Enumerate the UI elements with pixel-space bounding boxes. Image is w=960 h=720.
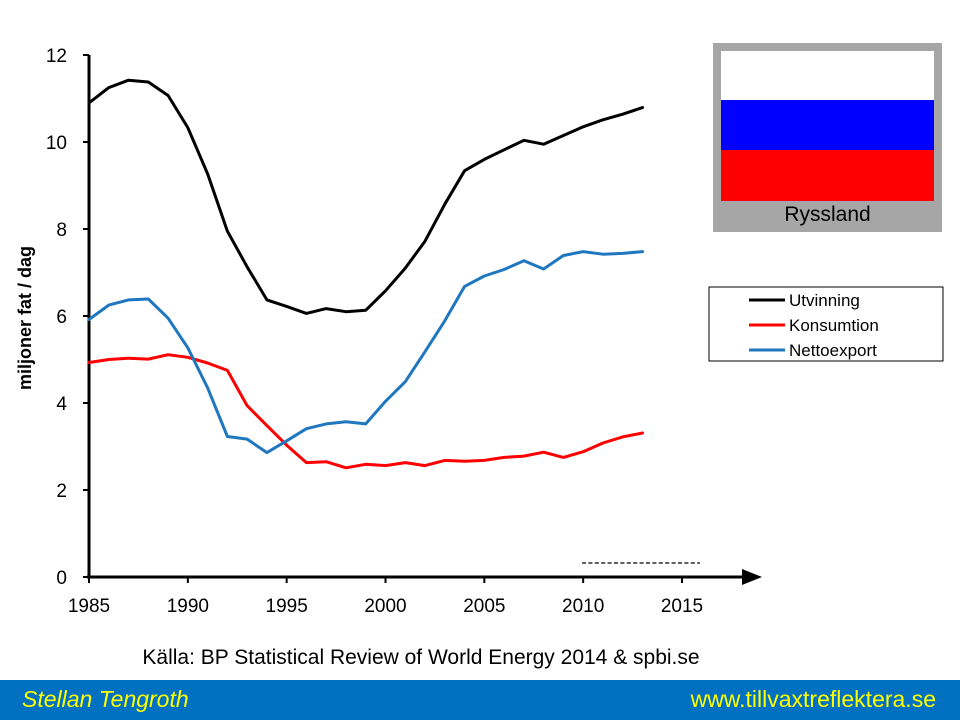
y-tick-label: 0 <box>56 568 67 589</box>
y-tick-label: 6 <box>56 307 67 328</box>
flag-stripe-blue <box>721 100 934 150</box>
source-note: Källa: BP Statistical Review of World En… <box>142 646 700 669</box>
website-url: www.tillvaxtreflektera.se <box>690 686 936 712</box>
y-tick-label: 8 <box>56 220 67 241</box>
x-tick-label: 1995 <box>266 596 308 617</box>
y-tick-label: 12 <box>46 46 67 67</box>
x-tick-label: 2015 <box>661 596 703 617</box>
series-line-nettoexport <box>87 250 644 455</box>
legend-label: Utvinning <box>789 291 860 310</box>
y-tick-label: 4 <box>56 394 67 415</box>
axes <box>83 54 762 585</box>
country-label: Ryssland <box>784 203 871 226</box>
y-tick-label: 2 <box>56 481 67 502</box>
y-axis-label: miljoner fat / dag <box>15 246 35 390</box>
x-axis-arrow <box>742 569 762 585</box>
x-tick-label: 1990 <box>167 596 209 617</box>
x-tick-label: 2000 <box>364 596 406 617</box>
legend-label: Nettoexport <box>789 341 877 360</box>
series-lines <box>87 78 644 470</box>
x-tick-label: 2005 <box>463 596 505 617</box>
footer-bar: Stellan Tengroth www.tillvaxtreflektera.… <box>0 680 960 720</box>
tick-labels: 0 2 4 6 8 10 12 1985 1990 1995 2000 2005 2010 2015 <box>46 46 703 617</box>
legend: Utvinning Konsumtion Nettoexport <box>708 286 944 362</box>
series-line-utvinning <box>87 78 644 315</box>
legend-label: Konsumtion <box>789 316 879 335</box>
flag-stripe-red <box>721 150 934 201</box>
russia-flag-panel: Ryssland <box>713 43 942 232</box>
line-chart: 0 2 4 6 8 10 12 1985 1990 1995 2000 2005 2010 2015 mi… <box>15 46 944 617</box>
x-tick-label: 1985 <box>68 596 110 617</box>
x-tick-label: 2010 <box>562 596 604 617</box>
y-tick-label: 10 <box>46 133 67 154</box>
series-line-konsumtion <box>87 353 644 470</box>
author-name: Stellan Tengroth <box>22 686 189 712</box>
flag-stripe-white <box>721 51 934 100</box>
